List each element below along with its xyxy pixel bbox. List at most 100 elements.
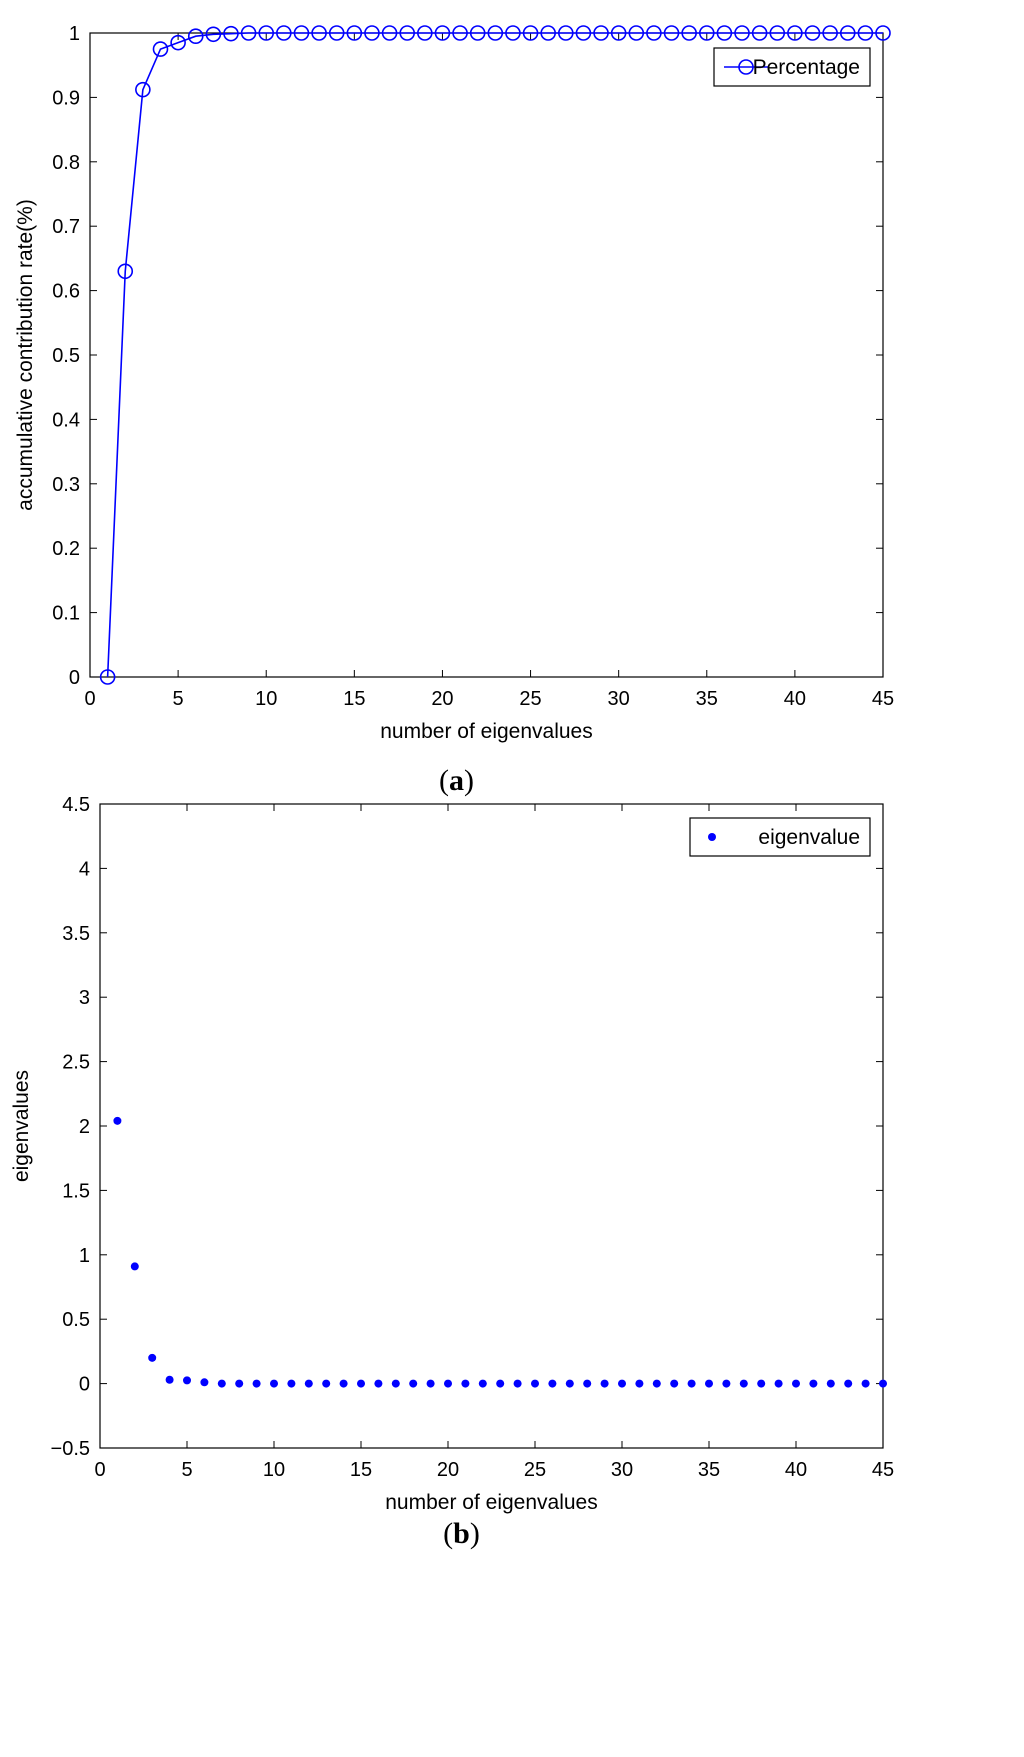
y-tick-label: 0.5	[62, 1309, 90, 1331]
x-tick-label: 35	[696, 688, 718, 710]
data-point	[381, 25, 398, 41]
y-tick-label: −0.5	[51, 1438, 90, 1460]
data-point	[152, 41, 169, 57]
data-point	[434, 25, 451, 41]
data-point	[575, 25, 592, 41]
data-point	[722, 1379, 731, 1388]
y-tick-label: 0.9	[52, 87, 80, 109]
x-tick-label: 10	[255, 688, 277, 710]
data-point	[461, 1379, 470, 1388]
data-point	[751, 25, 768, 41]
y-tick-label: 0.2	[52, 538, 80, 560]
data-point	[716, 25, 733, 41]
data-point	[311, 25, 327, 41]
data-point	[183, 1376, 191, 1385]
data-point	[235, 1379, 244, 1388]
data-point	[705, 1379, 713, 1388]
data-point	[739, 1379, 748, 1388]
data-point	[240, 25, 257, 41]
x-tick-label: 40	[785, 1459, 807, 1481]
y-tick-label: 0.8	[52, 152, 80, 174]
data-point	[879, 1379, 887, 1388]
data-point	[357, 1379, 365, 1388]
data-point	[113, 1116, 122, 1125]
data-point	[409, 1379, 418, 1388]
plot-frame	[89, 32, 884, 678]
data-point	[478, 1379, 487, 1388]
data-point	[252, 1379, 261, 1388]
data-point	[328, 25, 345, 41]
data-point	[223, 25, 239, 42]
y-tick-label: 0.1	[52, 603, 80, 625]
data-point	[774, 1379, 783, 1388]
chart-a: 0 5 10 15 20 25 30 35 40 45 0 0.1 0.2 0.3 0.4 0.5 0.6 0.7…	[14, 23, 894, 797]
x-axis-label: number of eigenvalues	[385, 1491, 597, 1514]
data-point	[170, 34, 186, 51]
data-point	[857, 25, 874, 41]
data-point	[861, 1379, 870, 1388]
y-axis-label: eigenvalues	[10, 1070, 33, 1182]
data-point	[346, 25, 363, 41]
x-tick-label: 20	[437, 1459, 459, 1481]
y-tick-label: 1.5	[62, 1180, 90, 1202]
x-axis-label: number of eigenvalues	[380, 720, 592, 743]
data-point	[276, 25, 292, 41]
y-tick-label: 0.5	[52, 345, 80, 367]
x-tick-label: 30	[611, 1459, 633, 1481]
x-tick-label: 25	[524, 1459, 546, 1481]
y-tick-label: 2.5	[62, 1052, 90, 1074]
data-point	[531, 1379, 539, 1388]
y-tick-label: 0	[69, 667, 80, 689]
data-point	[505, 25, 521, 41]
x-tick-label: 45	[872, 1459, 894, 1481]
x-tick-label: 0	[94, 1459, 105, 1481]
x-tick-label: 45	[872, 688, 894, 710]
data-point	[687, 1379, 696, 1388]
x-tick-label: 35	[698, 1459, 720, 1481]
data-point	[839, 25, 856, 41]
data-point	[293, 25, 310, 41]
data-point	[426, 1379, 435, 1388]
data-point	[487, 25, 504, 41]
legend-label: Percentage	[753, 56, 860, 79]
data-point	[670, 1379, 679, 1388]
x-tick-label: 0	[84, 688, 95, 710]
y-tick-label: 2	[79, 1116, 90, 1138]
data-point	[792, 1379, 800, 1388]
y-tick-label: 1	[69, 23, 80, 45]
data-point	[200, 1378, 209, 1387]
y-tick-label: 0	[79, 1374, 90, 1396]
legend-marker	[708, 833, 716, 841]
y-tick-label: 3	[79, 987, 90, 1009]
panel-caption: (a)	[439, 764, 474, 797]
data-point	[304, 1379, 313, 1388]
data-point	[826, 1379, 835, 1388]
data-point	[391, 1379, 400, 1388]
data-point	[205, 26, 222, 43]
data-point	[635, 1379, 644, 1388]
data-point	[600, 1379, 609, 1388]
data-point	[217, 1379, 226, 1388]
data-point	[469, 25, 486, 41]
y-tick-label: 0.4	[52, 409, 80, 431]
y-tick-label: 0.7	[52, 216, 80, 238]
data-point	[583, 1379, 592, 1388]
x-tick-label: 15	[343, 688, 365, 710]
x-tick-label: 40	[784, 688, 806, 710]
data-point	[187, 28, 204, 45]
data-point	[548, 1379, 557, 1388]
data-point	[513, 1379, 522, 1388]
x-tick-label: 20	[431, 688, 453, 710]
data-point	[618, 1379, 626, 1388]
data-point	[135, 81, 151, 98]
data-point	[374, 1379, 383, 1388]
legend-box	[689, 817, 871, 857]
data-point	[610, 25, 627, 41]
x-tick-label: 5	[181, 1459, 192, 1481]
y-tick-label: 0.6	[52, 281, 80, 303]
data-point	[322, 1379, 331, 1388]
data-point	[822, 25, 838, 41]
data-point	[681, 25, 697, 41]
data-point	[165, 1375, 174, 1384]
